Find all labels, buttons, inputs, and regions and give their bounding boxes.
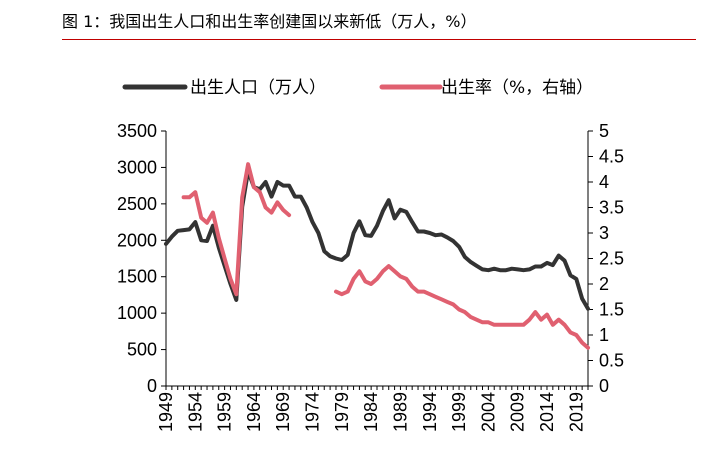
x-tick-label: 1954 [185,392,205,432]
x-tick-label: 2014 [537,392,557,432]
left-axis-ticks: 0 500 1000 1500 2000 2500 3000 3500 [117,121,166,396]
right-tick-label: 1 [599,325,609,345]
series-birth-rate-line-segment-1 [181,162,292,297]
legend: 出生人口（万人） 出生率（%，右轴） [122,78,593,98]
axes [165,131,589,387]
left-tick-label: 2000 [117,230,157,250]
right-tick-label: 0.5 [599,351,624,371]
x-tick-label: 1964 [244,392,264,432]
left-tick-label: 1500 [117,267,157,287]
left-tick-label: 500 [127,340,157,360]
x-tick-label: 1989 [390,392,410,432]
x-tick-label: 1999 [449,392,469,432]
x-tick-label: 1949 [156,392,176,432]
x-tick-label: 1959 [215,392,235,432]
right-tick-label: 2.5 [599,249,624,269]
x-tick-label: 1974 [303,392,323,432]
legend-label-birth-rate: 出生率（%，右轴） [441,78,593,98]
left-tick-label: 1000 [117,303,157,323]
right-tick-label: 4 [599,172,609,192]
series-birth-rate-line-segment-2 [334,264,590,350]
right-axis-ticks: 0 0.5 1 1.5 2 2.5 3 3.5 4 4.5 5 [588,121,624,396]
right-tick-label: 1.5 [599,300,624,320]
x-tick-label: 1979 [332,392,352,432]
right-tick-label: 5 [599,121,609,141]
right-tick-label: 2 [599,274,609,294]
figure-title: 图 1：我国出生人口和出生率创建国以来新低（万人，%） [62,12,477,31]
series-lines [164,162,590,350]
series-births-line [164,169,590,311]
right-tick-label: 0 [599,376,609,396]
legend-label-births: 出生人口（万人） [190,78,326,98]
left-tick-label: 0 [147,376,157,396]
right-tick-label: 3 [599,223,609,243]
x-tick-label: 2019 [566,392,586,432]
x-tick-label: 2009 [508,392,528,432]
right-tick-label: 3.5 [599,198,624,218]
left-tick-label: 3500 [117,121,157,141]
left-tick-label: 3000 [117,157,157,177]
right-tick-label: 4.5 [599,147,624,167]
x-tick-label: 1969 [273,392,293,432]
x-tick-label: 1994 [420,392,440,432]
x-tick-label: 2004 [478,392,498,432]
x-axis-ticks: 1949 1954 1959 1964 1969 1974 1979 1984 1989 1994… [156,386,589,432]
title-rule [62,39,696,40]
left-tick-label: 2500 [117,194,157,214]
x-tick-label: 1984 [361,392,381,432]
